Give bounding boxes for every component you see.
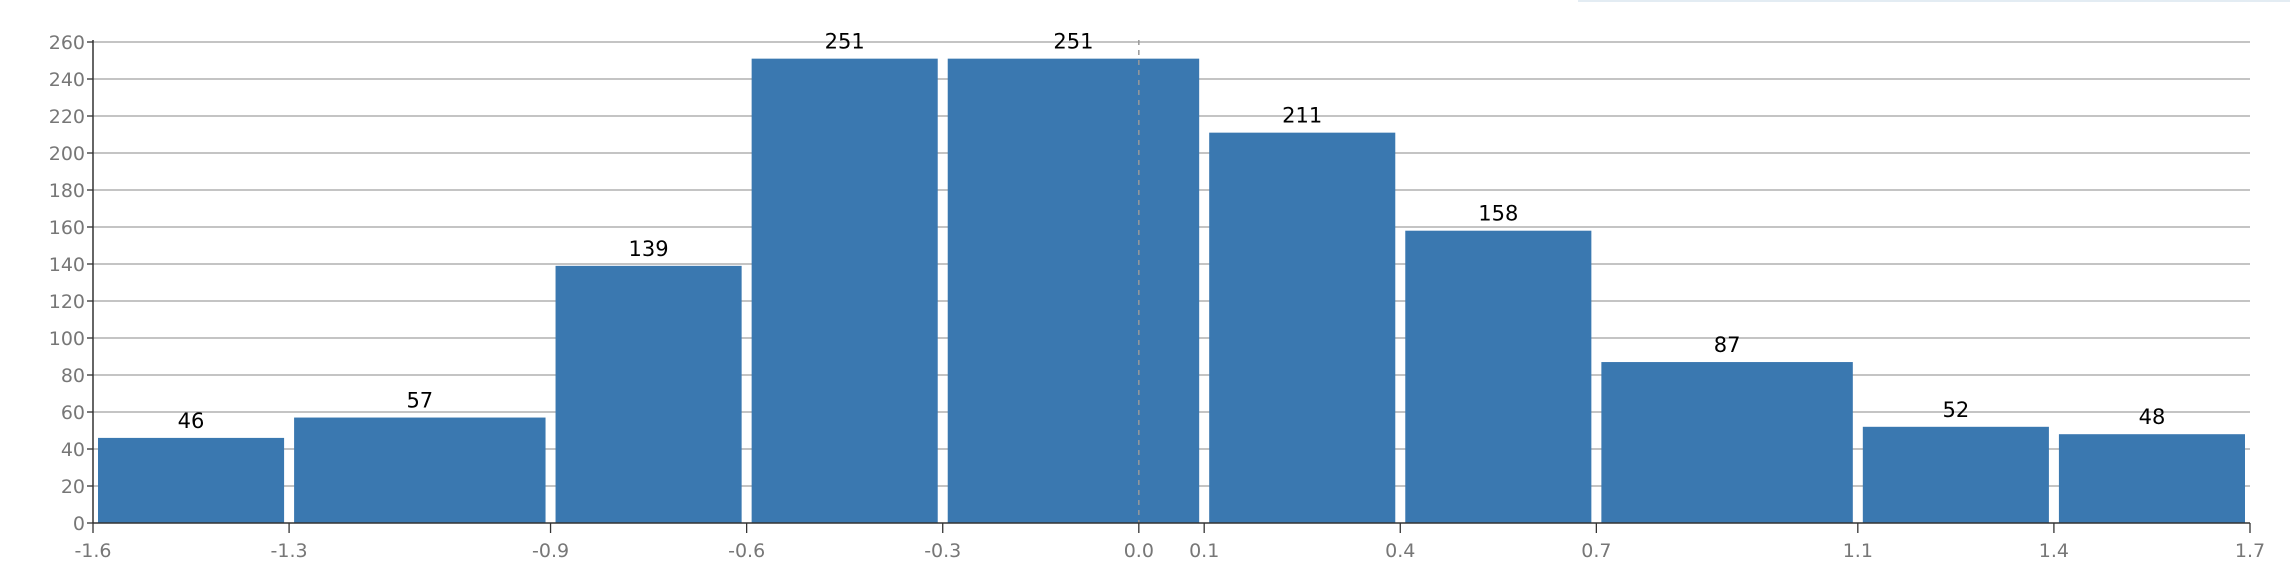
bar-value-label: 46: [178, 409, 205, 433]
bar-value-label: 139: [629, 237, 669, 261]
y-tick-label: 80: [61, 365, 85, 387]
x-tick-label: -1.6: [74, 540, 111, 562]
bar: [555, 265, 742, 523]
y-tick-label: 240: [49, 69, 85, 91]
x-tick-label: 0.1: [1189, 540, 1219, 562]
bar: [1405, 230, 1592, 523]
y-tick-label: 140: [49, 254, 85, 276]
x-tick-label: 0.4: [1385, 540, 1415, 562]
x-tick-label: 1.1: [1843, 540, 1873, 562]
bar-value-label: 251: [1053, 30, 1093, 54]
y-tick-label: 100: [49, 328, 85, 350]
bar-value-label: 87: [1714, 333, 1741, 357]
bar: [98, 437, 285, 523]
x-tick-label: -0.9: [532, 540, 569, 562]
y-tick-label: 20: [61, 476, 85, 498]
y-tick-label: 200: [49, 143, 85, 165]
x-tick-label: -0.3: [924, 540, 961, 562]
bar: [1862, 426, 2049, 523]
y-tick-label: 60: [61, 402, 85, 424]
y-tick-label: 120: [49, 291, 85, 313]
bar: [1601, 362, 1853, 523]
y-tick-label: 220: [49, 106, 85, 128]
y-tick-label: 0: [73, 513, 85, 535]
bar-value-label: 48: [2139, 405, 2166, 429]
bar-value-label: 158: [1478, 202, 1518, 226]
bar-value-label: 211: [1282, 104, 1322, 128]
bars: [98, 58, 2245, 524]
y-tick-label: 160: [49, 217, 85, 239]
top-border-strip: [1578, 0, 2290, 2]
y-tick-label: 40: [61, 439, 85, 461]
x-tick-label: -0.6: [728, 540, 765, 562]
x-tick-label: 1.7: [2235, 540, 2265, 562]
x-tick-label: 1.4: [2039, 540, 2069, 562]
bar-value-label: 57: [406, 389, 433, 413]
bar-value-label: 52: [1942, 398, 1969, 422]
bar: [294, 417, 546, 523]
x-tick-label: 0.0: [1124, 540, 1154, 562]
bar: [2058, 434, 2245, 523]
x-tick-label: 0.7: [1581, 540, 1611, 562]
bar: [751, 58, 938, 524]
x-tick-label: -1.3: [271, 540, 308, 562]
y-tick-label: 260: [49, 32, 85, 54]
bar: [947, 58, 1200, 524]
bar: [1209, 132, 1396, 523]
axes: 0 20 40 60 80 100 120 140 160 180 200 220 240 260 -1.6…: [49, 32, 2265, 562]
bar-value-label: 251: [825, 30, 865, 54]
y-tick-label: 180: [49, 180, 85, 202]
value-labels: 46 57 139 251 251 211 158 87 52 48: [178, 30, 2166, 433]
